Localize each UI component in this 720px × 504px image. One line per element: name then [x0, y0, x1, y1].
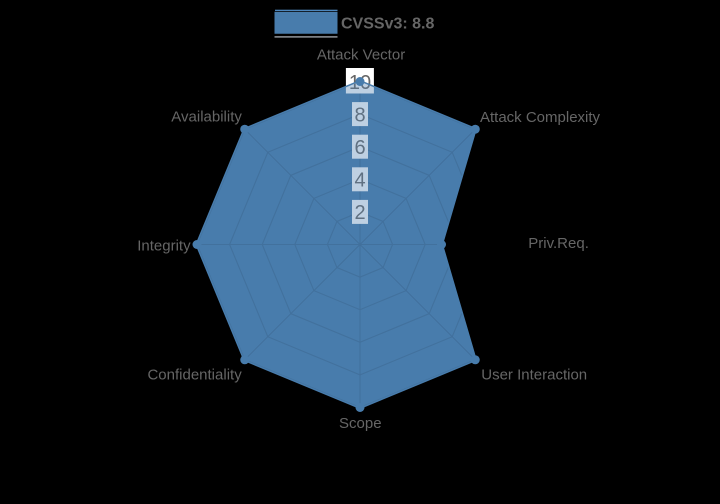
- svg-text:Scope: Scope: [339, 415, 382, 432]
- svg-text:User Interaction: User Interaction: [481, 367, 587, 384]
- svg-text:8: 8: [354, 104, 365, 126]
- svg-text:6: 6: [354, 137, 365, 159]
- svg-text:Attack Complexity: Attack Complexity: [480, 109, 601, 126]
- svg-text:Confidentiality: Confidentiality: [147, 367, 242, 384]
- svg-text:Attack Vector: Attack Vector: [317, 47, 405, 64]
- svg-text:CVSSv3: 8.8: CVSSv3: 8.8: [341, 16, 434, 33]
- svg-text:Availability: Availability: [171, 109, 242, 126]
- svg-text:2: 2: [354, 202, 365, 224]
- svg-text:Integrity: Integrity: [137, 238, 191, 255]
- svg-text:Priv.Req.: Priv.Req.: [528, 235, 589, 252]
- svg-text:10: 10: [349, 72, 371, 94]
- svg-text:4: 4: [354, 170, 365, 192]
